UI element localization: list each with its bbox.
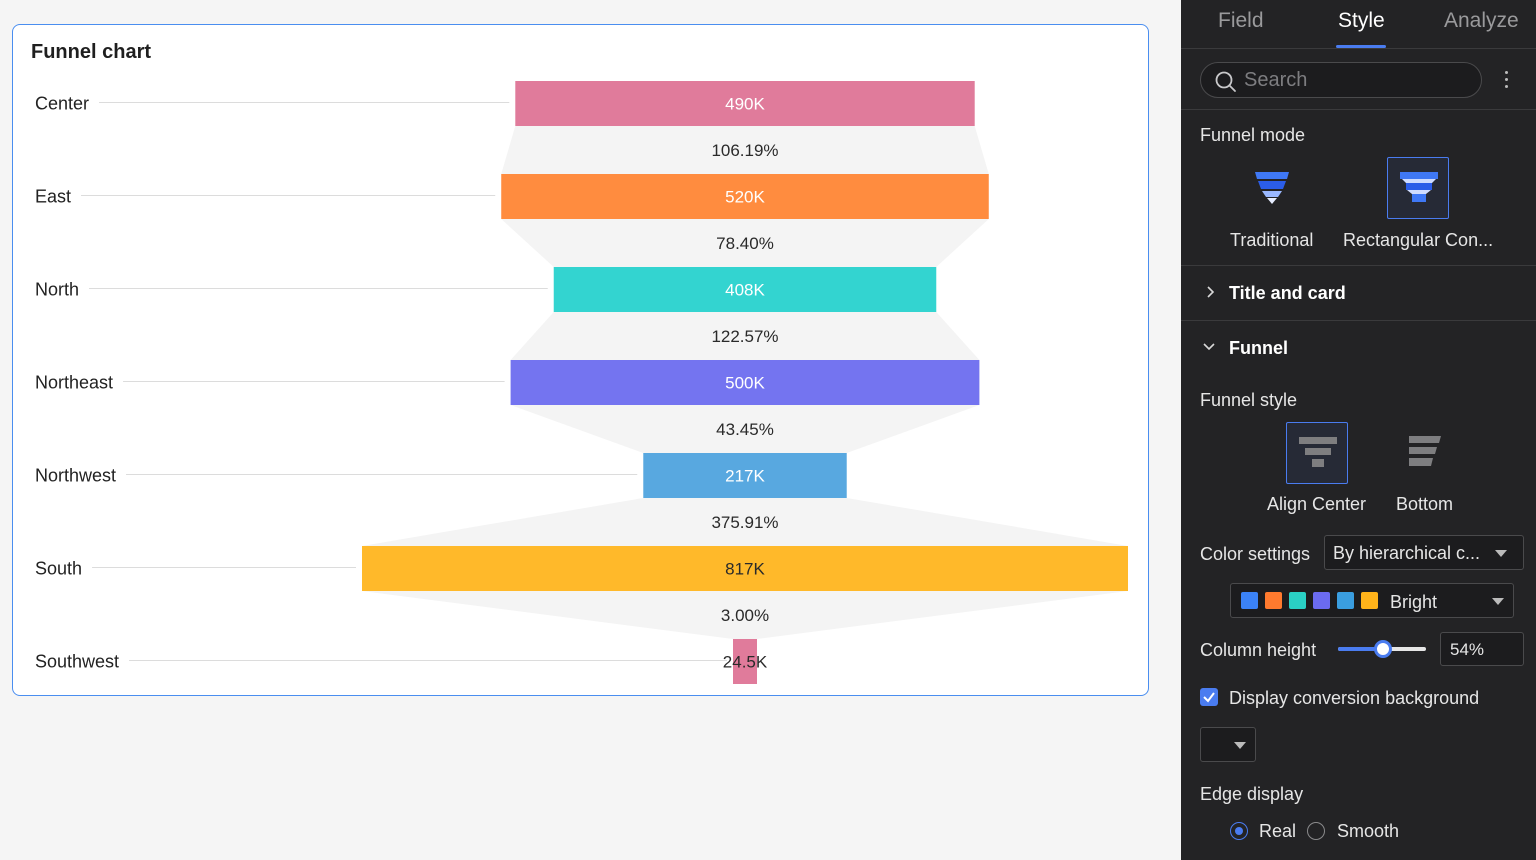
- funnel-bar[interactable]: [553, 267, 937, 312]
- funnel-bar[interactable]: [510, 360, 980, 405]
- bottom-label: Bottom: [1396, 494, 1454, 514]
- palette-swatch: [1313, 592, 1330, 609]
- value-label: 490K: [725, 95, 765, 114]
- palette-name: Bright: [1390, 592, 1438, 612]
- conversion-background: [510, 312, 980, 360]
- traditional-label: Traditional: [1230, 230, 1314, 250]
- dropdown-arrow-icon: [1492, 598, 1504, 605]
- palette-swatch: [1361, 592, 1378, 609]
- funnel-bar[interactable]: [643, 453, 847, 498]
- chevron-right-icon[interactable]: [1205, 286, 1217, 298]
- conversion-rate-label: 3.00%: [721, 606, 769, 625]
- rectangular-label: Rectangular Con...: [1343, 230, 1494, 250]
- conversion-background: [362, 591, 1128, 639]
- divider: [1181, 265, 1536, 266]
- edge-display-label: Edge display: [1200, 784, 1304, 804]
- active-tab-indicator: [1336, 45, 1386, 48]
- conversion-background: [501, 126, 989, 174]
- palette-swatch: [1241, 592, 1258, 609]
- category-label: East: [35, 187, 71, 207]
- edge-real-label: Real: [1259, 821, 1297, 841]
- category-label: Center: [35, 94, 89, 114]
- traditional-funnel-icon: [1255, 172, 1289, 204]
- section-funnel[interactable]: Funnel: [1229, 338, 1288, 358]
- funnel-bar[interactable]: [501, 174, 989, 219]
- dropdown-arrow-icon: [1234, 742, 1246, 749]
- value-label: 817K: [725, 560, 765, 579]
- dropdown-arrow-icon: [1495, 550, 1507, 557]
- color-settings-label: Color settings: [1200, 544, 1311, 564]
- tab-style[interactable]: Style: [1338, 9, 1385, 32]
- palette-swatch: [1289, 592, 1306, 609]
- align-bottom-icon: [1409, 436, 1441, 466]
- conversion-rate-label: 78.40%: [716, 234, 774, 253]
- conversion-color-picker[interactable]: [1200, 727, 1256, 762]
- edge-smooth-radio[interactable]: [1307, 822, 1325, 840]
- funnel-bar[interactable]: [515, 81, 975, 126]
- search-input[interactable]: [1244, 67, 1464, 93]
- conversion-rate-label: 375.91%: [711, 513, 778, 532]
- conversion-background-checkbox[interactable]: [1200, 688, 1218, 706]
- value-label: 520K: [725, 188, 765, 207]
- category-label: South: [35, 559, 82, 579]
- palette-swatch: [1337, 592, 1354, 609]
- slider-fill: [1338, 647, 1386, 651]
- funnel-style-bottom[interactable]: [1395, 422, 1457, 484]
- funnel-chart[interactable]: Center East North Northeast Northwest South So…: [13, 25, 1150, 697]
- funnel-bar[interactable]: [362, 546, 1128, 591]
- conversion-background: [362, 498, 1128, 546]
- edge-real-radio[interactable]: [1230, 822, 1248, 840]
- rectangular-funnel-icon: [1400, 172, 1438, 202]
- edge-smooth-label: Smooth: [1337, 821, 1400, 841]
- conversion-background: [510, 405, 980, 453]
- divider: [1181, 320, 1536, 321]
- align-center-icon: [1299, 437, 1337, 467]
- category-label: Northeast: [35, 373, 113, 393]
- funnel-mode-label: Funnel mode: [1200, 125, 1306, 145]
- panel-tabs: Field Style Analyze: [1181, 0, 1536, 49]
- conversion-background-label: Display conversion background: [1229, 688, 1480, 708]
- value-label: 24.5K: [723, 653, 768, 672]
- search-box[interactable]: [1200, 62, 1482, 98]
- checkmark-icon: [1203, 692, 1215, 703]
- slider-thumb[interactable]: [1374, 640, 1392, 658]
- tab-analyze[interactable]: Analyze: [1444, 9, 1519, 32]
- conversion-rate-label: 122.57%: [711, 327, 778, 346]
- funnel-style-align-center[interactable]: [1286, 422, 1348, 484]
- search-icon: [1215, 71, 1236, 92]
- more-options-icon[interactable]: [1499, 68, 1513, 92]
- category-label: North: [35, 280, 79, 300]
- conversion-background: [501, 219, 989, 267]
- funnel-mode-rectangular[interactable]: [1387, 157, 1449, 219]
- section-title-and-card[interactable]: Title and card: [1229, 283, 1346, 303]
- funnel-bar[interactable]: [733, 639, 757, 684]
- divider: [1181, 109, 1536, 110]
- value-label: 500K: [725, 374, 765, 393]
- column-height-label: Column height: [1200, 640, 1317, 660]
- funnel-style-label: Funnel style: [1200, 390, 1298, 410]
- category-label: Northwest: [35, 466, 116, 486]
- value-label: 217K: [725, 467, 765, 486]
- palette-swatch: [1265, 592, 1282, 609]
- funnel-mode-traditional[interactable]: [1241, 157, 1303, 219]
- align-center-label: Align Center: [1267, 494, 1367, 514]
- chart-title: Funnel chart: [31, 41, 152, 63]
- value-label: 408K: [725, 281, 765, 300]
- chevron-down-icon[interactable]: [1203, 341, 1215, 353]
- tab-field[interactable]: Field: [1218, 9, 1264, 32]
- category-label: Southwest: [35, 652, 119, 672]
- palette-select[interactable]: Bright: [1230, 583, 1514, 618]
- color-settings-value: By hierarchical c...: [1333, 543, 1481, 563]
- color-settings-select[interactable]: By hierarchical c...: [1324, 535, 1524, 570]
- style-panel: Field Style Analyze Funnel mode Tradi: [1181, 0, 1536, 860]
- conversion-rate-label: 43.45%: [716, 420, 774, 439]
- conversion-rate-label: 106.19%: [711, 141, 778, 160]
- chart-card[interactable]: Funnel chart Center East North Northeast Nor…: [12, 24, 1149, 696]
- column-height-input[interactable]: 54%: [1440, 632, 1524, 666]
